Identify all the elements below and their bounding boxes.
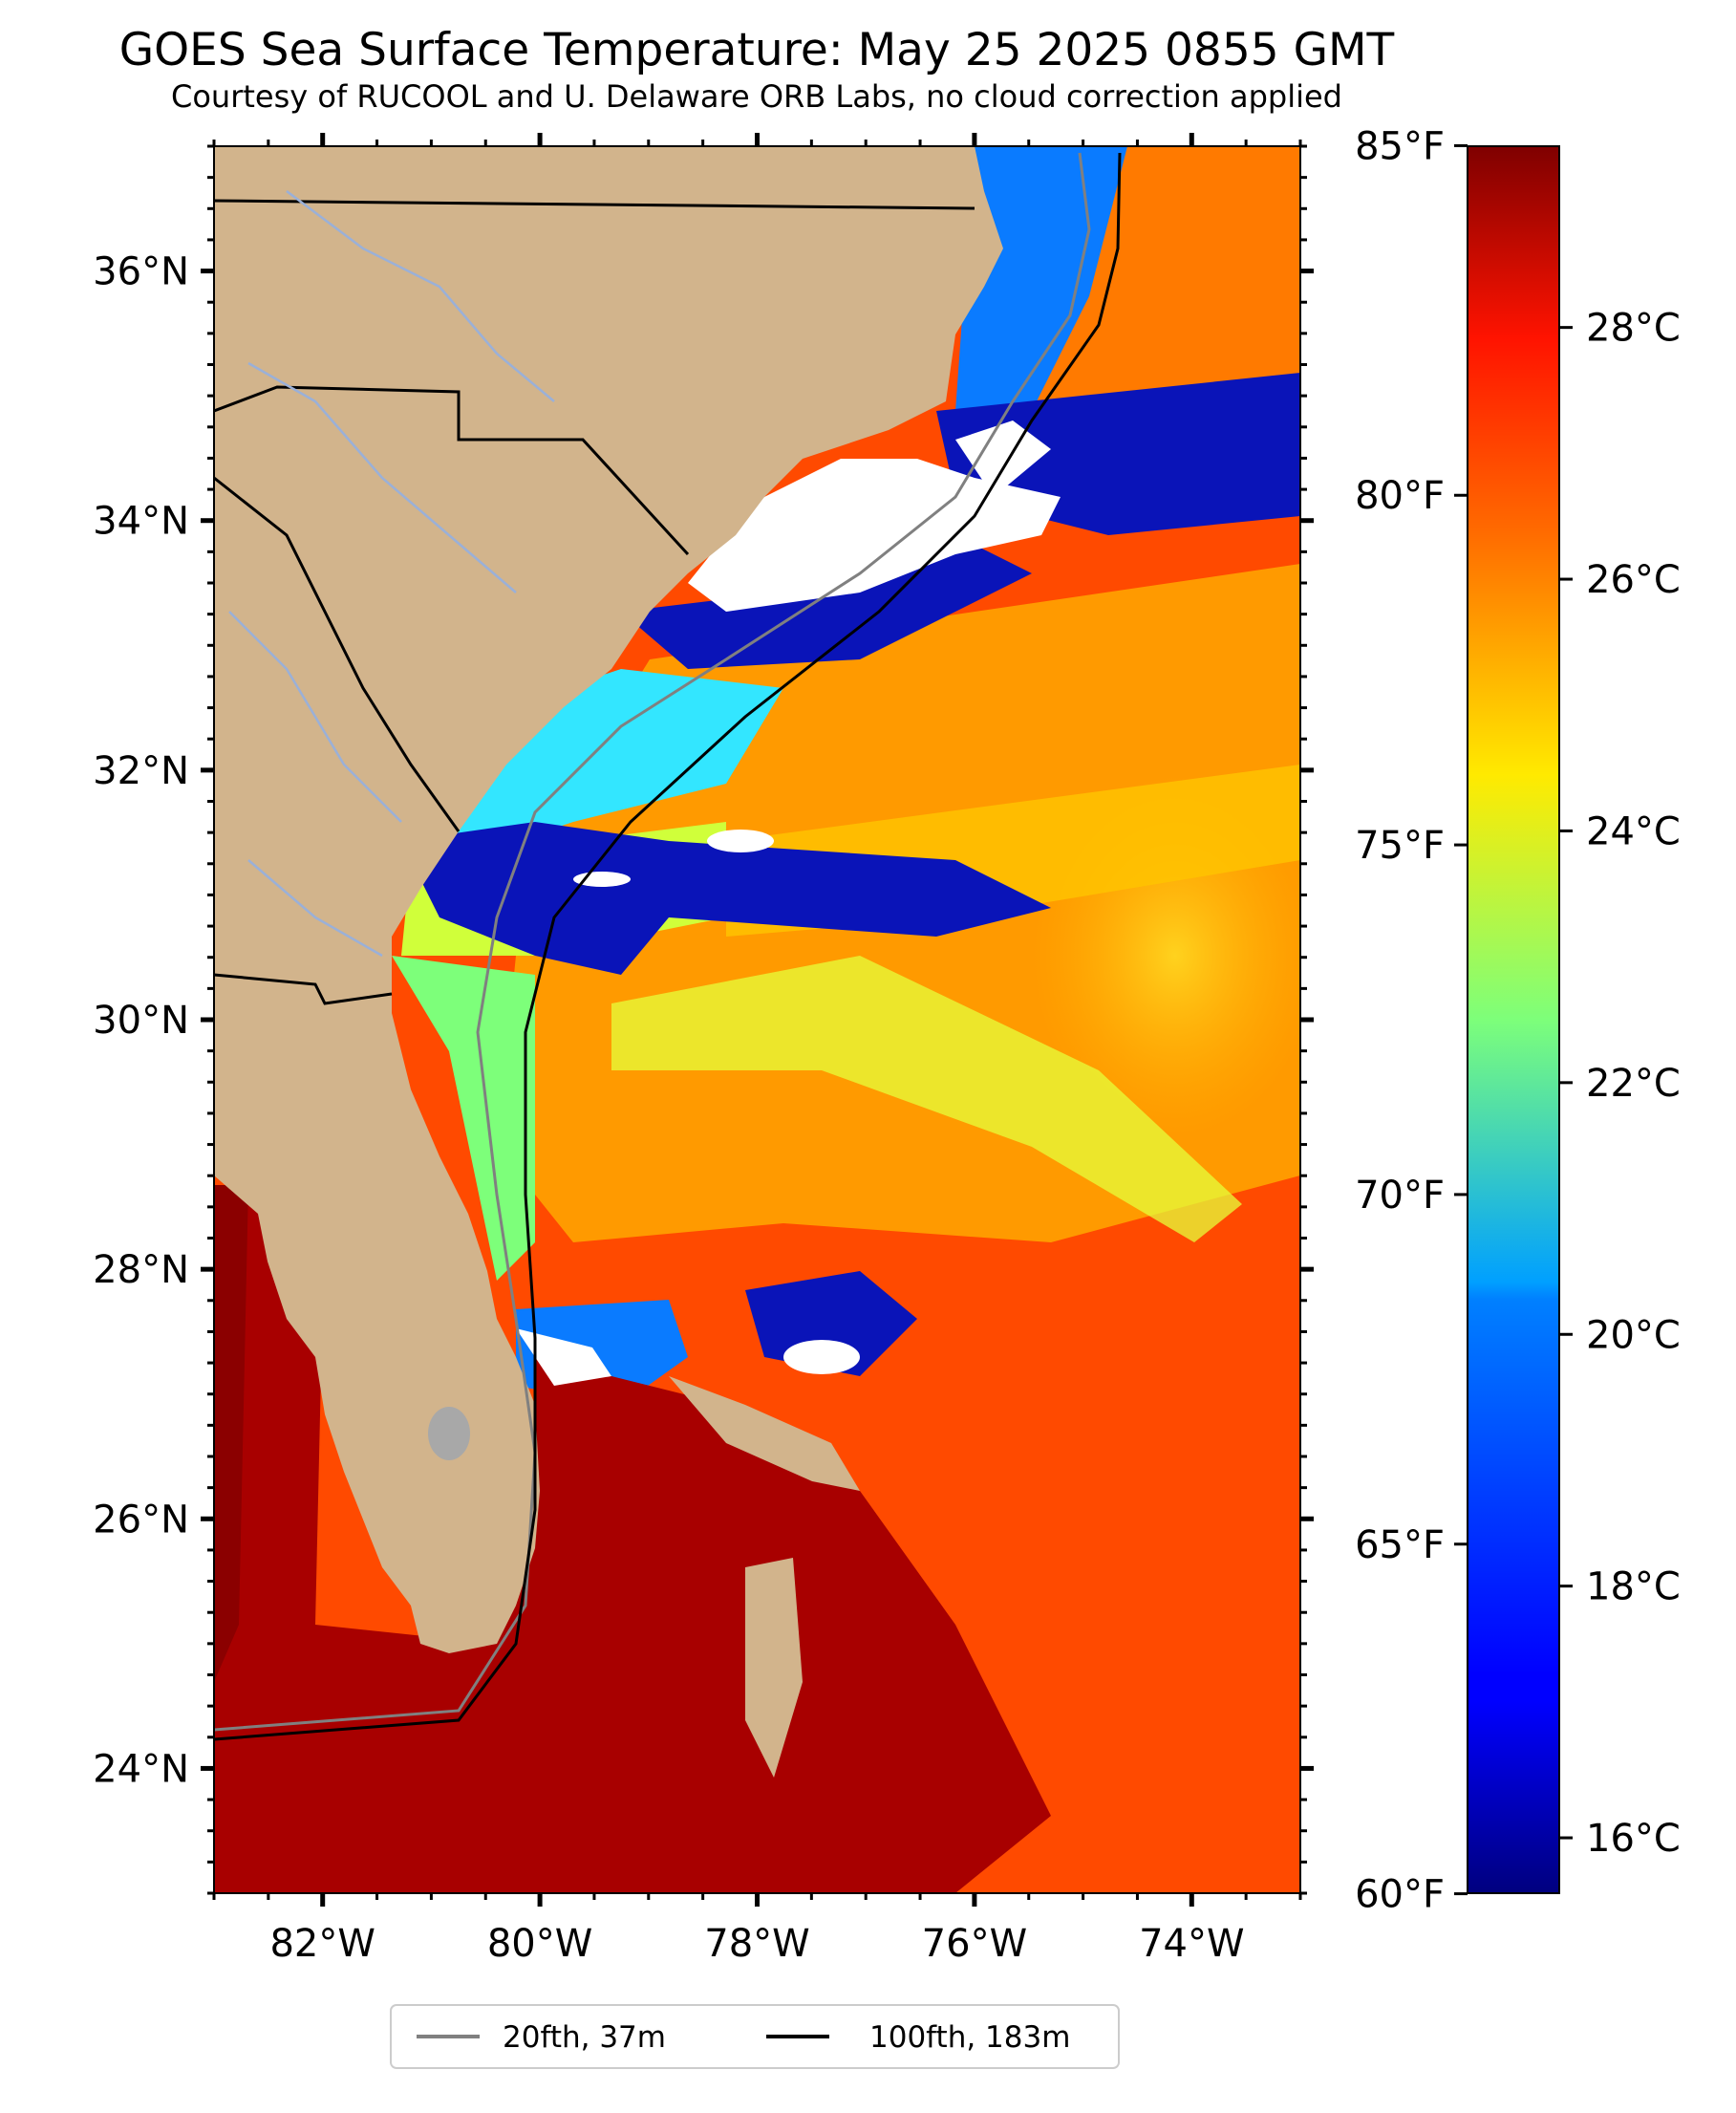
cloud-mask-offshore-georgia [707,830,774,852]
lat-tick-label: 30°N [93,999,189,1043]
land-bahamas-grand [669,1376,860,1491]
state-boundaries [214,199,975,1005]
cloud-mask-florida-cape [516,1328,611,1386]
figure-title: GOES Sea Surface Temperature: May 25 202… [119,24,1395,76]
colorbar-c-label: 26°C [1586,558,1681,602]
colorbar-f-label: 60°F [1355,1873,1445,1917]
colorbar [1467,145,1560,1894]
lon-tick-label: 82°W [269,1922,375,1966]
lat-tick-label: 28°N [93,1248,189,1292]
rivers [228,190,555,958]
lat-tick-label: 34°N [93,500,189,544]
lat-tick-label: 26°N [93,1498,189,1542]
lon-tick-label: 76°W [922,1922,1027,1966]
lat-tick-label: 36°N [93,250,189,294]
cloud-mask-outer-banks [955,420,1051,497]
isobath-100fth [214,152,1122,1741]
colorbar-ticks: 85°F 80°F 75°F 70°F 65°F 60°F 28°C 26°C 24°C 22°C… [1355,124,1681,1916]
lat-tick-label: 32°N [93,749,189,793]
colorbar-c-label: 28°C [1586,307,1681,351]
cloud-mask-offshore-cape [783,1340,860,1374]
colorbar-c-label: 18°C [1586,1565,1681,1609]
map-ticks: 82°W 80°W 78°W 76°W 74°W 36°N 34°N 32°N 30°N 28°N… [93,133,1314,1966]
legend: 20fth, 37m 100fth, 183m [390,2004,1120,2069]
isobath-20fth [214,152,1091,1732]
lake-okeechobee [428,1407,470,1460]
lat-tick-label: 24°N [93,1747,189,1791]
gulf-of-mexico-warm [214,1185,248,1682]
colorbar-f-label: 85°F [1355,124,1445,168]
shelf-green-florida [392,956,535,1281]
lon-tick-label: 78°W [704,1922,809,1966]
shelf-cold-north [955,146,1127,411]
colorbar-c-label: 22°C [1586,1062,1681,1106]
legend-label-100fth: 100fth, 183m [869,2020,1070,2055]
legend-box [390,2004,1120,2069]
shelf-cold-georgia [401,822,1051,975]
colorbar-c-label: 16°C [1586,1817,1681,1861]
colorbar-f-label: 70°F [1355,1174,1445,1218]
cloud-mask-carolina [688,459,1061,612]
colorbar-c-label: 24°C [1586,809,1681,853]
shelf-cold-carolina [621,535,1032,669]
figure-subtitle: Courtesy of RUCOOL and U. Delaware ORB L… [171,78,1342,115]
colorbar-c-label: 20°C [1586,1313,1681,1357]
colorbar-f-label: 75°F [1355,824,1445,868]
colorbar-f-label: 80°F [1355,474,1445,518]
legend-label-20fth: 20fth, 37m [503,2020,666,2055]
lon-tick-label: 74°W [1139,1922,1244,1966]
sst-map [214,146,1300,1893]
lon-tick-label: 80°W [487,1922,592,1966]
land-southeast-us [214,146,1003,1653]
land-bahamas-andros [745,1558,803,1778]
colorbar-f-label: 65°F [1355,1523,1445,1567]
ocean-yellow-filament [611,956,1242,1242]
gulf-stream-core [214,1185,1051,1893]
